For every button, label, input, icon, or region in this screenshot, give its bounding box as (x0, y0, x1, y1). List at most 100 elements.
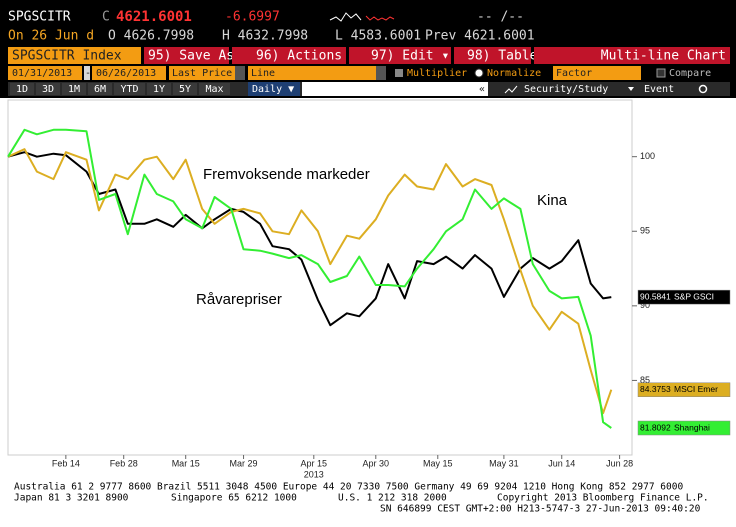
annotation: Fremvoksende markeder (203, 166, 370, 183)
bid-ask: -- /-- (477, 10, 524, 25)
footer-line: U.S. 1 212 318 2000 (338, 493, 447, 504)
x-tick-label: May 15 (423, 458, 453, 468)
period-label: 1M (68, 84, 80, 95)
x-tick-label: Feb 14 (52, 458, 80, 468)
x-tick-label: May 31 (489, 458, 519, 468)
last-value: 84.3753 (640, 384, 671, 394)
event[interactable]: Event (644, 84, 674, 95)
period-label: 1D (16, 84, 28, 95)
period-button[interactable] (199, 83, 230, 95)
series-name: S&P GSCI (674, 291, 714, 301)
period-label: YTD (120, 84, 138, 95)
radio[interactable] (474, 68, 484, 78)
button[interactable] (349, 47, 451, 64)
dropdown-arrow (235, 66, 245, 80)
last-value-box (637, 420, 731, 436)
button[interactable] (232, 47, 346, 64)
end-date-input[interactable] (92, 66, 166, 80)
x-tick-label: Mar 15 (172, 458, 200, 468)
y-tick-label: 100 (640, 151, 655, 161)
style-dropdown[interactable] (248, 66, 386, 80)
normalize: Normalize (487, 68, 541, 79)
x-tick-label: Apr 30 (363, 458, 390, 468)
series-line (7, 128, 612, 429)
period-label: Max (205, 84, 223, 95)
security-box[interactable] (8, 47, 141, 64)
button[interactable] (144, 47, 229, 64)
checkbox[interactable] (395, 69, 403, 77)
sep-box (84, 66, 90, 80)
factor-input[interactable] (553, 66, 641, 80)
period-button[interactable] (114, 83, 145, 95)
high: H 4632.7998 (222, 29, 308, 44)
date-sep-glyph: - (85, 68, 91, 79)
close-label: C (102, 10, 110, 25)
period-button[interactable] (10, 83, 34, 95)
x-tick-label: Jun 28 (606, 458, 633, 468)
series-name: MSCI Emer (674, 384, 718, 394)
view-title: Multi-line Chart (601, 49, 726, 64)
security-study[interactable]: Security/Study (524, 84, 608, 95)
study-icon (504, 85, 518, 94)
multiplier: Multiplier (407, 68, 467, 79)
x-tick-label: Feb 28 (110, 458, 138, 468)
x-tick-label: Apr 15 (301, 458, 328, 468)
style: Line (251, 68, 275, 79)
event-arrow (628, 87, 634, 91)
button-label: 98) Table (467, 49, 538, 64)
field-dropdown[interactable] (169, 66, 245, 80)
period-button[interactable] (36, 83, 60, 95)
quote-date: On 26 Jun d (8, 29, 94, 44)
checkbox[interactable] (656, 68, 666, 78)
factor: Factor (556, 68, 592, 79)
collapse: « (479, 84, 485, 95)
period-label: 1Y (153, 84, 165, 95)
series-name: Shanghai (674, 422, 710, 432)
compare: Compare (669, 68, 711, 79)
change: -6.6997 (225, 10, 280, 25)
footer-line: Japan 81 3 3201 8900 (14, 493, 129, 504)
dropdown-arrow (376, 66, 386, 80)
x-axis-year: 2013 (304, 469, 324, 479)
frequency-dropdown[interactable] (248, 82, 300, 96)
sparkline (329, 12, 362, 22)
footer-line: SN 646899 CEST GMT+2:00 H213-5747-3 27-J… (380, 504, 701, 515)
period-button[interactable] (62, 83, 86, 95)
close: 4621.6001 (116, 9, 192, 25)
period-label: 5Y (179, 84, 191, 95)
last-value: 90.5841 (640, 291, 671, 301)
y-tick-label: 90 (640, 300, 650, 310)
button[interactable] (454, 47, 531, 64)
period-button[interactable] (147, 83, 171, 95)
search-field[interactable] (302, 82, 488, 96)
security: SPGSCITR Index (12, 49, 122, 64)
open: O 4626.7998 (108, 29, 194, 44)
last-value-box (637, 289, 731, 305)
sparkline-intraday (365, 15, 395, 21)
start-date-input[interactable] (8, 66, 82, 80)
footer-line: Singapore 65 6212 1000 (171, 493, 297, 504)
prev: Prev 4621.6001 (425, 29, 535, 44)
start-date: 01/31/2013 (12, 68, 72, 79)
end-date: 06/26/2013 (96, 68, 156, 79)
annotation: Kina (537, 192, 568, 209)
button-label: 95) Save As (148, 49, 234, 64)
x-tick-label: Jun 14 (548, 458, 575, 468)
plot-area (7, 99, 633, 456)
last-value: 81.8092 (640, 422, 671, 432)
period-label: 6M (94, 84, 106, 95)
frequency: Daily ▼ (252, 84, 294, 95)
settings-icon[interactable] (698, 84, 708, 94)
period-label: 3D (42, 84, 54, 95)
period-button[interactable] (88, 83, 112, 95)
low: L 4583.6001 (335, 29, 421, 44)
series-line (7, 148, 613, 415)
period-button[interactable] (173, 83, 197, 95)
footer-line: Copyright 2013 Bloomberg Finance L.P. (497, 493, 709, 504)
x-tick-label: Mar 29 (230, 458, 258, 468)
ticker: SPGSCITR (8, 10, 71, 25)
y-tick-label: 85 (640, 375, 650, 385)
button-label: 96) Actions ▾ (256, 49, 358, 64)
last-value-box (637, 382, 731, 397)
